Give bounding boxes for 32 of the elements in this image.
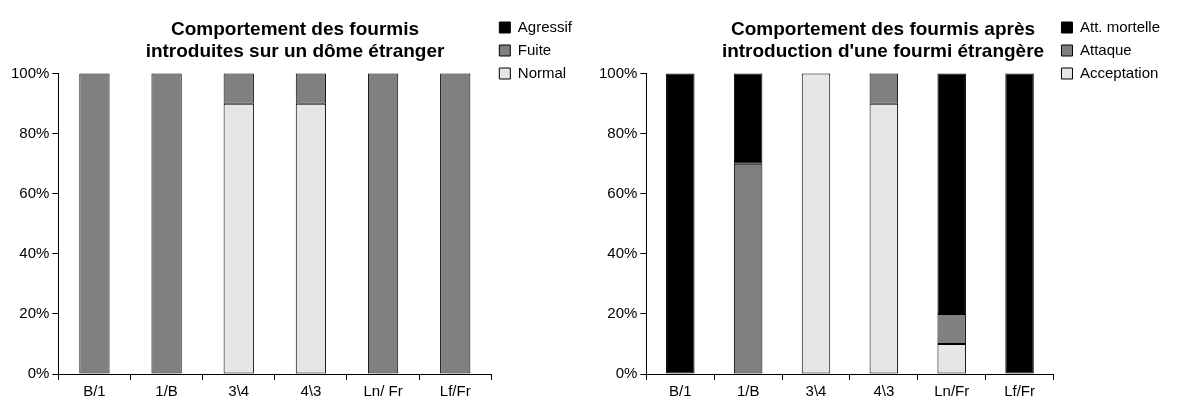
chart-title: Comportement des fourmis après introduction d'une fourmi étrangère [721,17,1045,62]
x-tick-label: Lf/Fr [439,382,471,400]
legend-label: Acceptation [1079,63,1159,81]
legend-label: Agressif [517,17,573,35]
chart-title: Comportement des fourmis introduites sur un dôme étranger [145,17,445,62]
x-tick-label: Lf/Fr [1004,382,1035,400]
y-tick-label: 0% [615,364,638,382]
y-tick-label: 100% [598,63,638,81]
y-tick-label: 60% [19,183,50,201]
x-tick-label: Ln/Fr [934,382,970,400]
y-tick-label: 100% [10,63,50,81]
x-tick-label: Ln/ Fr [363,382,403,400]
y-tick-label: 40% [607,243,638,261]
x-tick-label: 4\3 [873,382,895,400]
y-tick-label: 40% [19,243,50,261]
x-tick-label: B/1 [83,382,106,400]
y-tick-label: 80% [19,123,50,141]
legend-label: Normal [517,63,567,81]
y-tick-label: 20% [607,304,638,322]
x-tick-label: 3\4 [805,382,827,400]
y-tick-label: 60% [607,183,638,201]
legend-label: Attaque [1079,40,1132,58]
y-tick-label: 20% [19,304,50,322]
y-tick-label: 0% [27,364,50,382]
legend-label: Fuite [517,40,552,58]
x-tick-label: 3\4 [228,382,250,400]
x-tick-label: 1/B [155,382,178,400]
legend-label: Att. mortelle [1079,17,1161,35]
x-tick-label: 1/B [736,382,760,400]
x-tick-label: 4\3 [300,382,322,400]
x-tick-label: B/1 [669,382,692,400]
y-tick-label: 80% [607,123,638,141]
